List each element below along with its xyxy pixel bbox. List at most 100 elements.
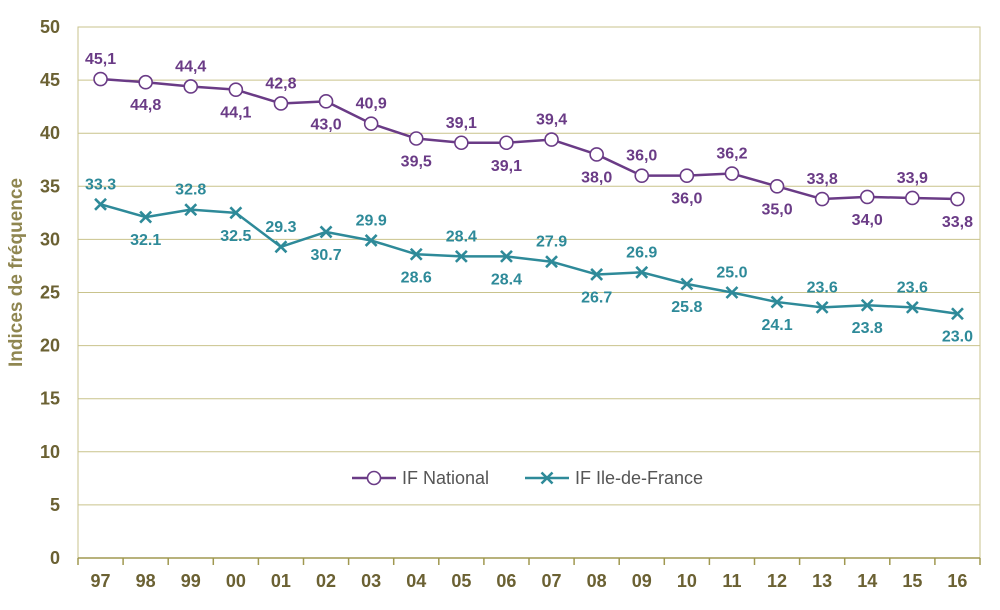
- data-point: [770, 295, 784, 309]
- data-label: 26.7: [581, 289, 612, 306]
- legend-item: IF National: [352, 468, 489, 488]
- data-label: 29.9: [356, 212, 387, 229]
- legend-marker: [540, 471, 554, 485]
- data-label: 45,1: [85, 51, 116, 68]
- data-label: 39,5: [401, 154, 432, 171]
- y-tick-label: 20: [40, 336, 60, 356]
- x-tick-label: 07: [542, 571, 562, 591]
- data-label: 24.1: [761, 317, 792, 334]
- data-point: [905, 300, 919, 314]
- data-label: 32.1: [130, 232, 161, 249]
- x-tick-label: 04: [406, 571, 426, 591]
- data-label: 36,2: [716, 146, 747, 163]
- data-point: [183, 79, 199, 94]
- data-point: [724, 166, 740, 181]
- data-point: [500, 249, 513, 263]
- data-point: [318, 94, 334, 109]
- data-point: [950, 191, 965, 207]
- x-tick-label: 15: [902, 571, 922, 591]
- x-tick-label: 06: [496, 571, 516, 591]
- data-point: [319, 225, 333, 239]
- data-point: [454, 249, 468, 263]
- data-point: [454, 135, 469, 151]
- data-point: [590, 268, 604, 281]
- x-tick-label: 02: [316, 571, 336, 591]
- data-label: 28.6: [401, 269, 432, 286]
- y-tick-label: 45: [40, 70, 60, 90]
- x-tick-label: 01: [271, 571, 291, 591]
- y-tick-label: 35: [40, 176, 60, 196]
- data-point: [139, 210, 153, 224]
- y-axis-ticks: 0 5 10 15 20 25 30 35 40 45 50: [40, 17, 60, 568]
- data-point: [364, 234, 378, 247]
- data-point: [94, 197, 107, 211]
- x-tick-label: 03: [361, 571, 381, 591]
- data-label: 27.9: [536, 234, 567, 251]
- data-point: [725, 286, 739, 299]
- data-label: 39,1: [491, 158, 522, 175]
- series-line: [100, 203, 958, 315]
- data-point: [905, 190, 920, 206]
- series-if-ile-de-france: 33.3 32.1 32.8 32.5 29.3 30.7 29.9 28.6 28.4 28.4…: [85, 176, 973, 345]
- series-if-national: 45,1 44,8 44,4 44,1 42,8 43,0 40,9 39,5 39,1 39,1…: [85, 51, 973, 231]
- data-label: 23.6: [897, 279, 928, 296]
- y-tick-label: 50: [40, 17, 60, 37]
- grid-lines: [78, 26, 980, 506]
- data-point: [545, 255, 558, 269]
- x-tick-label: 10: [677, 571, 697, 591]
- data-point: [544, 132, 559, 147]
- data-point: [408, 131, 424, 146]
- legend-label: IF Ile-de-France: [575, 468, 703, 488]
- data-label: 44,4: [175, 58, 206, 75]
- data-label: 39,1: [446, 115, 477, 132]
- data-label: 33,9: [897, 170, 928, 187]
- x-tick-label: 00: [226, 571, 246, 591]
- legend-item: IF Ile-de-France: [525, 468, 703, 488]
- y-tick-label: 30: [40, 229, 60, 249]
- data-label: 43,0: [310, 116, 341, 133]
- x-tick-label: 12: [767, 571, 787, 591]
- data-point: [229, 206, 243, 220]
- data-point: [363, 116, 379, 131]
- data-label: 26.9: [626, 244, 657, 261]
- series-layer: 45,1 44,8 44,4 44,1 42,8 43,0 40,9 39,5 39,1 39,1…: [85, 51, 973, 346]
- data-point: [951, 307, 964, 321]
- data-label: 29.3: [265, 219, 296, 236]
- data-point: [93, 71, 108, 87]
- data-point: [228, 82, 244, 97]
- data-point: [274, 240, 288, 254]
- x-tick-label: 98: [136, 571, 156, 591]
- data-point: [815, 300, 829, 314]
- data-label: 34,0: [852, 212, 883, 229]
- data-label: 30.7: [310, 247, 341, 264]
- x-tick-label: 13: [812, 571, 832, 591]
- y-tick-label: 10: [40, 442, 60, 462]
- y-axis-label: Indices de fréquence: [6, 178, 27, 367]
- data-label: 23.6: [807, 279, 838, 296]
- x-tick-label: 11: [722, 571, 741, 591]
- data-point: [409, 247, 423, 261]
- data-point: [769, 179, 785, 194]
- data-point: [680, 277, 694, 291]
- data-point: [138, 74, 153, 90]
- data-label: 28.4: [446, 228, 477, 245]
- data-point: [499, 135, 514, 151]
- x-tick-label: 14: [857, 571, 877, 591]
- data-label: 40,9: [356, 96, 387, 113]
- data-label: 33,8: [807, 171, 838, 188]
- x-tick-label: 97: [91, 571, 111, 591]
- data-point: [635, 265, 649, 279]
- data-label: 25.8: [671, 299, 702, 316]
- data-label: 44,8: [130, 97, 161, 114]
- data-label: 33.3: [85, 176, 116, 193]
- data-point: [860, 298, 874, 312]
- y-tick-label: 25: [40, 283, 60, 303]
- x-tick-label: 09: [632, 571, 652, 591]
- x-axis: 97 98 99 00 01 02 03 04 05 06 07 08 09 10 11 12 13 14 15 16: [77, 557, 981, 591]
- data-label: 44,1: [220, 105, 251, 122]
- data-label: 25.0: [716, 265, 747, 282]
- data-label: 42,8: [265, 75, 296, 92]
- data-label: 23.8: [852, 320, 883, 337]
- y-tick-label: 15: [40, 389, 60, 409]
